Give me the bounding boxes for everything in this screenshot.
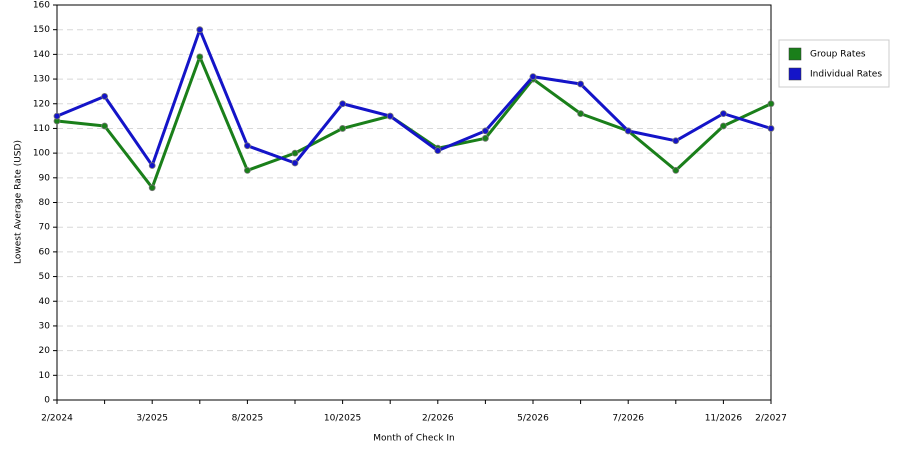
x-tick-label: 8/2025 [232,414,264,424]
data-point [386,112,394,120]
y-tick-label: 80 [39,198,51,208]
data-point [529,73,537,80]
y-tick-label: 50 [39,272,51,282]
y-tick-label: 30 [39,321,51,331]
data-point [481,127,489,135]
data-point [339,125,347,132]
x-tick-label: 3/2025 [136,414,168,424]
y-tick-label: 130 [33,75,50,85]
y-tick-label: 150 [33,25,50,35]
data-point [101,122,108,130]
data-point [767,100,775,108]
series-line [56,55,772,190]
y-axis-label: Lowest Average Rate (USD) [14,140,24,264]
data-point [434,147,442,155]
data-point [148,162,156,169]
y-tick-label: 160 [33,1,50,11]
legend-label: Group Rates [810,50,866,60]
data-point [243,167,251,174]
data-point [101,92,108,100]
data-point [767,125,775,132]
data-point [577,80,584,88]
y-tick-label: 140 [33,50,50,60]
y-tick-label: 110 [33,124,50,134]
y-tick-label: 120 [33,99,50,109]
y-tick-label: 10 [39,371,51,381]
x-tick-label: 2/2026 [422,414,454,424]
y-tick-label: 20 [39,346,51,356]
y-tick-label: 60 [39,247,51,257]
y-tick-label: 70 [39,223,51,233]
x-tick-label: 10/2025 [324,414,361,424]
data-point [196,53,204,61]
x-axis-label: Month of Check In [373,434,455,444]
y-tick-label: 0 [44,396,50,406]
data-point [243,142,251,150]
x-tick-label: 2/2027 [755,414,787,424]
series-line [56,28,772,167]
x-tick-label: 11/2026 [705,414,743,424]
legend-label: Individual Rates [810,70,882,80]
plot-frame [56,4,772,401]
data-point [339,100,347,108]
legend-swatch [788,67,802,81]
data-point [291,149,299,157]
data-point [672,167,680,174]
data-point [53,112,61,120]
data-point [196,26,204,34]
data-point [148,184,156,192]
data-point [672,137,680,145]
x-tick-label: 5/2026 [517,414,549,424]
data-point [291,159,299,167]
data-point [577,110,584,118]
y-tick-label: 90 [39,173,51,183]
y-tick-label: 40 [39,297,51,307]
legend-swatch [788,47,802,61]
data-point [720,110,727,118]
data-point [481,134,489,142]
data-point [720,122,727,130]
x-tick-label: 2/2024 [41,414,73,424]
x-tick-label: 7/2026 [612,414,644,424]
y-tick-label: 100 [33,149,50,159]
data-point [624,127,632,135]
